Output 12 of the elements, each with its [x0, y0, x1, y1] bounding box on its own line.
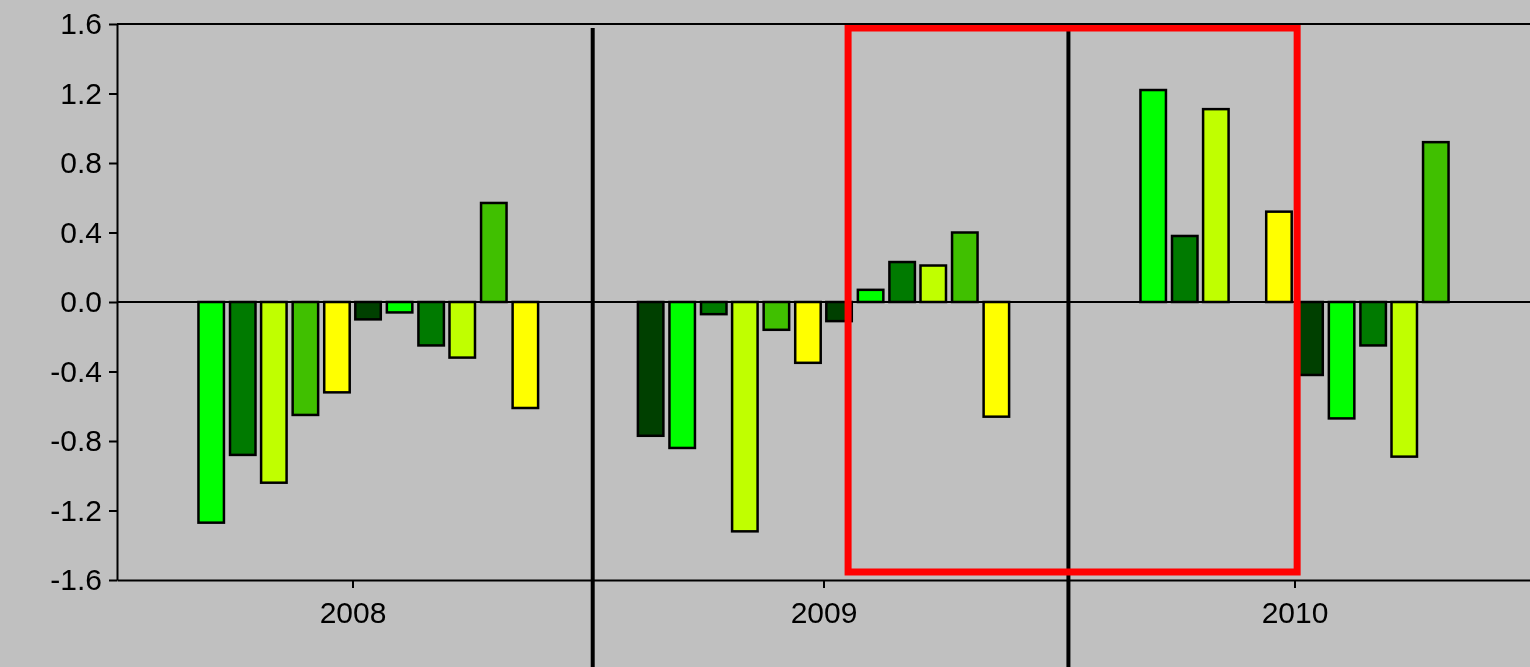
x-tick-label: 2009	[790, 596, 858, 630]
y-tick-label: 1.2	[60, 76, 102, 110]
y-tick-label: -1.2	[50, 493, 102, 527]
y-tick-label: 1.6	[60, 7, 102, 41]
y-tick-label: -0.8	[50, 424, 102, 458]
x-tick-label: 2010	[1261, 596, 1329, 630]
y-tick-label: 0.8	[60, 146, 102, 180]
x-tick-label: 2008	[319, 596, 387, 630]
y-tick-label: 0.4	[60, 215, 102, 249]
y-tick-label: 0.0	[60, 285, 102, 319]
y-tick-label: -0.4	[50, 354, 102, 388]
y-tick-label: -1.6	[50, 563, 102, 597]
